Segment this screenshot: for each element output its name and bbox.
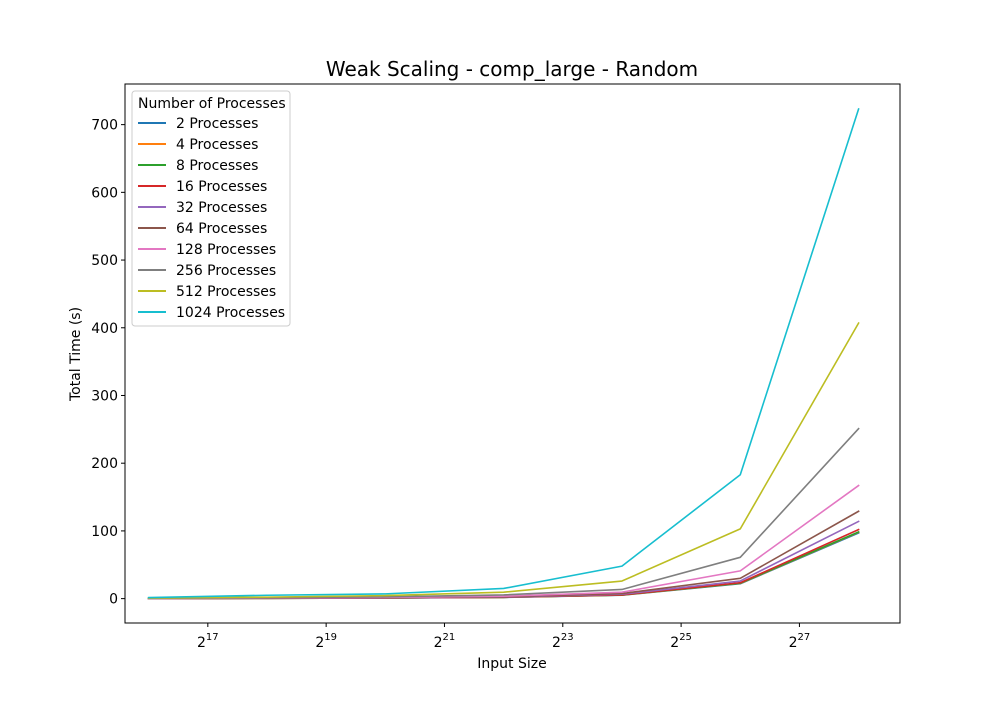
x-tick-label: 221 [434,632,456,651]
x-tick-base: 2 [789,635,798,651]
y-tick-label: 200 [91,456,118,472]
x-tick-exponent: 23 [561,632,574,643]
x-tick-label: 223 [552,632,574,651]
legend-item: 16 Processes [138,179,267,195]
y-tick-label: 0 [109,592,118,608]
y-tick-label: 300 [91,388,118,404]
legend-item: 512 Processes [138,284,276,300]
legend-item: 64 Processes [138,221,267,237]
x-tick-exponent: 25 [679,632,692,643]
y-axis: 0 100 200 300 400 500 600 700 [91,118,125,608]
legend-item: 256 Processes [138,263,276,279]
x-tick-exponent: 21 [443,632,456,643]
y-tick-label: 100 [91,524,118,540]
x-tick-exponent: 17 [206,632,219,643]
chart-title: Weak Scaling - comp_large - Random [326,57,698,81]
y-tick-label: 700 [91,118,118,134]
legend-title: Number of Processes [138,96,286,112]
legend-label: 256 Processes [176,263,276,279]
legend-label: 512 Processes [176,284,276,300]
legend-label: 128 Processes [176,242,276,258]
legend-label: 4 Processes [176,137,258,153]
series-line-1024-processes [147,108,860,599]
x-tick-base: 2 [552,635,561,651]
x-tick-label: 227 [789,632,811,651]
y-tick-label: 400 [91,321,118,337]
x-tick-exponent: 19 [324,632,337,643]
y-tick-label: 600 [91,185,118,201]
legend-item: 128 Processes [138,242,276,258]
legend-item: 2 Processes [138,116,258,132]
legend-label: 64 Processes [176,221,267,237]
legend-item: 32 Processes [138,200,267,216]
y-tick-label: 500 [91,253,118,269]
legend-label: 16 Processes [176,179,267,195]
legend-label: 32 Processes [176,200,267,216]
legend-item: 4 Processes [138,137,258,153]
series-layer [147,108,860,600]
legend-label: 8 Processes [176,158,258,174]
legend-item: 8 Processes [138,158,258,174]
x-tick-base: 2 [197,635,206,651]
x-tick-label: 219 [315,632,337,651]
series-line-128-processes [147,484,860,600]
legend-box [131,90,291,327]
x-tick-base: 2 [670,635,679,651]
legend-items: 2 Processes 4 Processes 8 Processes 16 Proc… [138,116,285,321]
legend-label: 1024 Processes [176,305,285,321]
legend: Number of Processes 2 Processes 4 Process… [131,90,291,327]
legend-item: 1024 Processes [138,305,285,321]
x-tick-base: 2 [434,635,443,651]
y-axis-label: Total Time (s) [68,307,84,402]
x-axis-label: Input Size [477,656,546,672]
x-tick-label: 225 [670,632,692,651]
series-line-512-processes [147,321,860,599]
x-tick-label: 217 [197,632,219,651]
x-axis: 217 219 221 223 225 227 [197,623,810,651]
x-tick-base: 2 [315,635,324,651]
series-line-32-processes [147,520,860,600]
series-line-256-processes [147,427,860,600]
x-tick-exponent: 27 [798,632,811,643]
series-line-64-processes [147,510,860,600]
legend-label: 2 Processes [176,116,258,132]
plot-area [124,83,901,624]
